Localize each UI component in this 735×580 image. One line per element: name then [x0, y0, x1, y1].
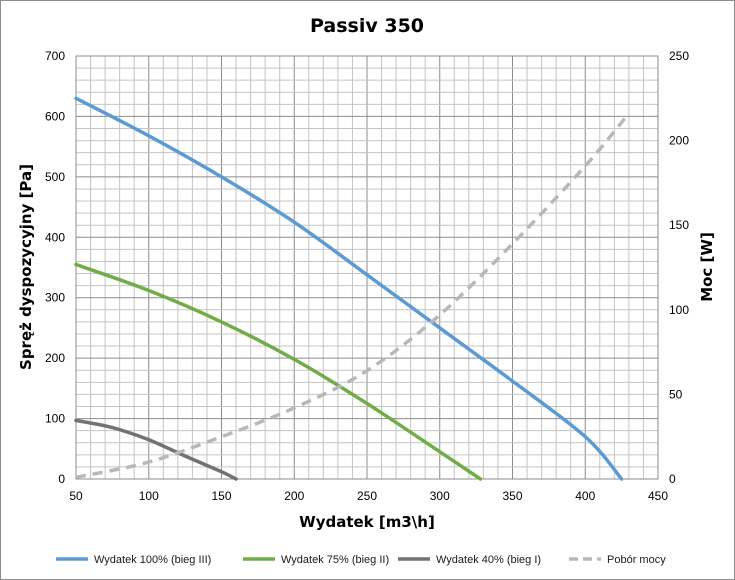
series-line-4 — [75, 115, 628, 480]
x-tick-label: 400 — [575, 489, 595, 503]
x-tick-label: 250 — [357, 489, 377, 503]
y-tick-label: 400 — [45, 230, 65, 244]
series-line-2 — [74, 262, 483, 481]
legend-label-2: Wydatek 75% (bieg II) — [281, 554, 389, 566]
legend-label-1: Wydatek 100% (bieg III) — [94, 554, 211, 566]
y-tick-label: 200 — [45, 351, 65, 365]
y-tick-label: 100 — [45, 412, 65, 426]
y-tick-label: 500 — [45, 170, 65, 184]
y2-tick-label: 200 — [669, 134, 689, 148]
legend: Wydatek 100% (bieg III) Wydatek 75% (bieg… — [56, 554, 666, 566]
y2-tick-label: 0 — [669, 472, 676, 486]
x-axis-ticks: 50 100 150 200 250 300 350 400 450 — [69, 489, 668, 503]
x-tick-label: 200 — [284, 489, 304, 503]
x-tick-label: 150 — [211, 489, 231, 503]
y-axis-ticks: 0 100 200 300 400 500 600 700 — [45, 49, 65, 486]
y-axis-title: Spręż dyspozycyjny [Pa] — [17, 164, 35, 370]
legend-label-3: Wydatek 40% (bieg I) — [436, 554, 541, 566]
x-axis-title: Wydatek [m3\h] — [299, 513, 435, 531]
x-tick-label: 50 — [69, 489, 83, 503]
y-tick-label: 700 — [45, 49, 65, 63]
y-tick-label: 600 — [45, 109, 65, 123]
y2-tick-label: 50 — [669, 387, 683, 401]
series-line-3 — [74, 418, 238, 481]
y2-tick-label: 100 — [669, 303, 689, 317]
series-line-1 — [74, 96, 624, 481]
x-tick-label: 350 — [502, 489, 522, 503]
x-tick-label: 450 — [648, 489, 668, 503]
plot-area — [75, 55, 659, 480]
y2-tick-label: 150 — [669, 218, 689, 232]
chart-title: Passiv 350 — [310, 15, 424, 37]
x-tick-label: 100 — [139, 489, 159, 503]
x-tick-label: 300 — [430, 489, 450, 503]
y2-axis-title: Moc [W] — [698, 232, 716, 302]
series-group — [74, 96, 628, 481]
legend-label-4: Pobór mocy — [607, 554, 666, 566]
y-tick-label: 0 — [58, 472, 65, 486]
y-tick-label: 300 — [45, 291, 65, 305]
grid — [75, 55, 659, 480]
y2-tick-label: 250 — [669, 49, 689, 63]
y2-axis-ticks: 0 50 100 150 200 250 — [669, 49, 689, 486]
